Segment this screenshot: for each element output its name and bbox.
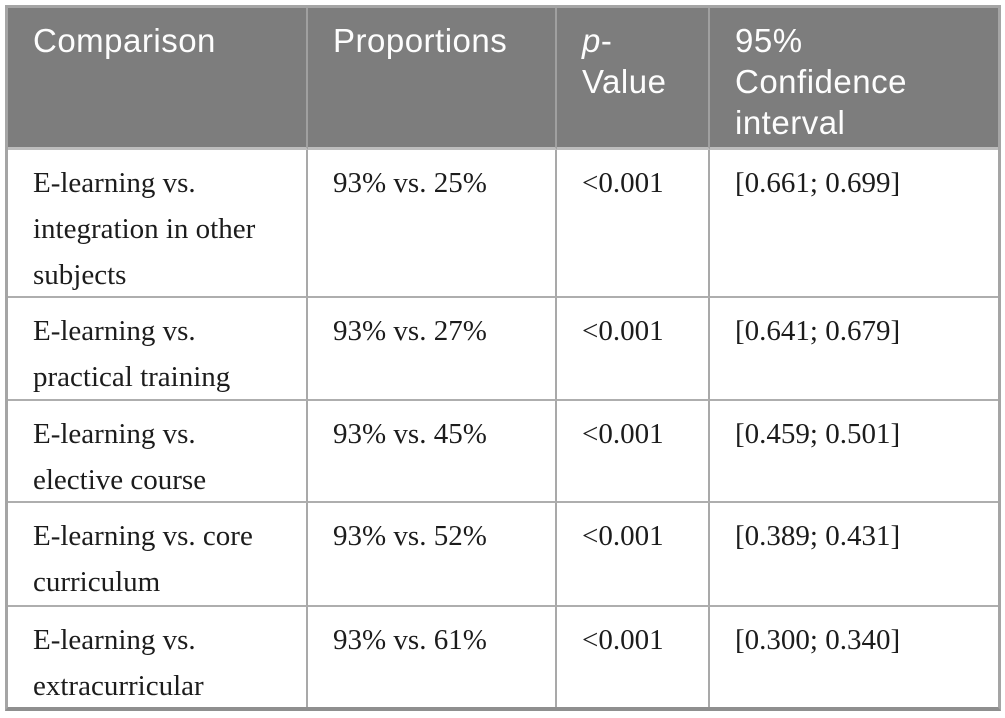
table-cell-proportions: 93% vs. 52% [308,503,557,607]
statistics-table: Comparison Proportions p- Value 95% Conf… [5,5,1001,711]
table-cell-p-value: <0.001 [557,503,710,607]
p-value-header-rest: - Value [582,22,667,100]
table-cell-p-value: <0.001 [557,401,710,503]
table-cell-comparison: E-learning vs. extracurricular [8,607,308,707]
table-cell-confidence-interval: [0.389; 0.431] [710,503,998,607]
table-cell-comparison: E-learning vs. core curriculum [8,503,308,607]
table-cell-comparison: E-learning vs. elective course [8,401,308,503]
table-cell-confidence-interval: [0.641; 0.679] [710,298,998,401]
column-header-comparison: Comparison [8,8,308,150]
table-cell-confidence-interval: [0.459; 0.501] [710,401,998,503]
table-cell-confidence-interval: [0.300; 0.340] [735,624,901,656]
table-cell-proportions: 93% vs. 61% [308,607,557,707]
column-header-proportions: Proportions [308,8,557,150]
table-cell-p-value: <0.001 [557,298,710,401]
column-header-confidence-interval: 95% Confidence interval [710,8,998,150]
table-cell-confidence-interval: [0.661; 0.699] [710,150,998,298]
table-cell-proportions: 93% vs. 25% [308,150,557,298]
column-header-p-value: p- Value [557,8,710,150]
table-cell-comparison: E-learning vs. practical training [8,298,308,401]
p-value-header-italic-p: p [582,22,601,59]
table-cell-proportions: 93% vs. 45% [308,401,557,503]
table-cell-p-value: <0.001 [557,607,710,707]
table-cell-p-value: <0.001 [557,150,710,298]
table-cell-comparison: E-learning vs. integration in other subj… [8,150,308,298]
table-cell-proportions: 93% vs. 27% [308,298,557,401]
